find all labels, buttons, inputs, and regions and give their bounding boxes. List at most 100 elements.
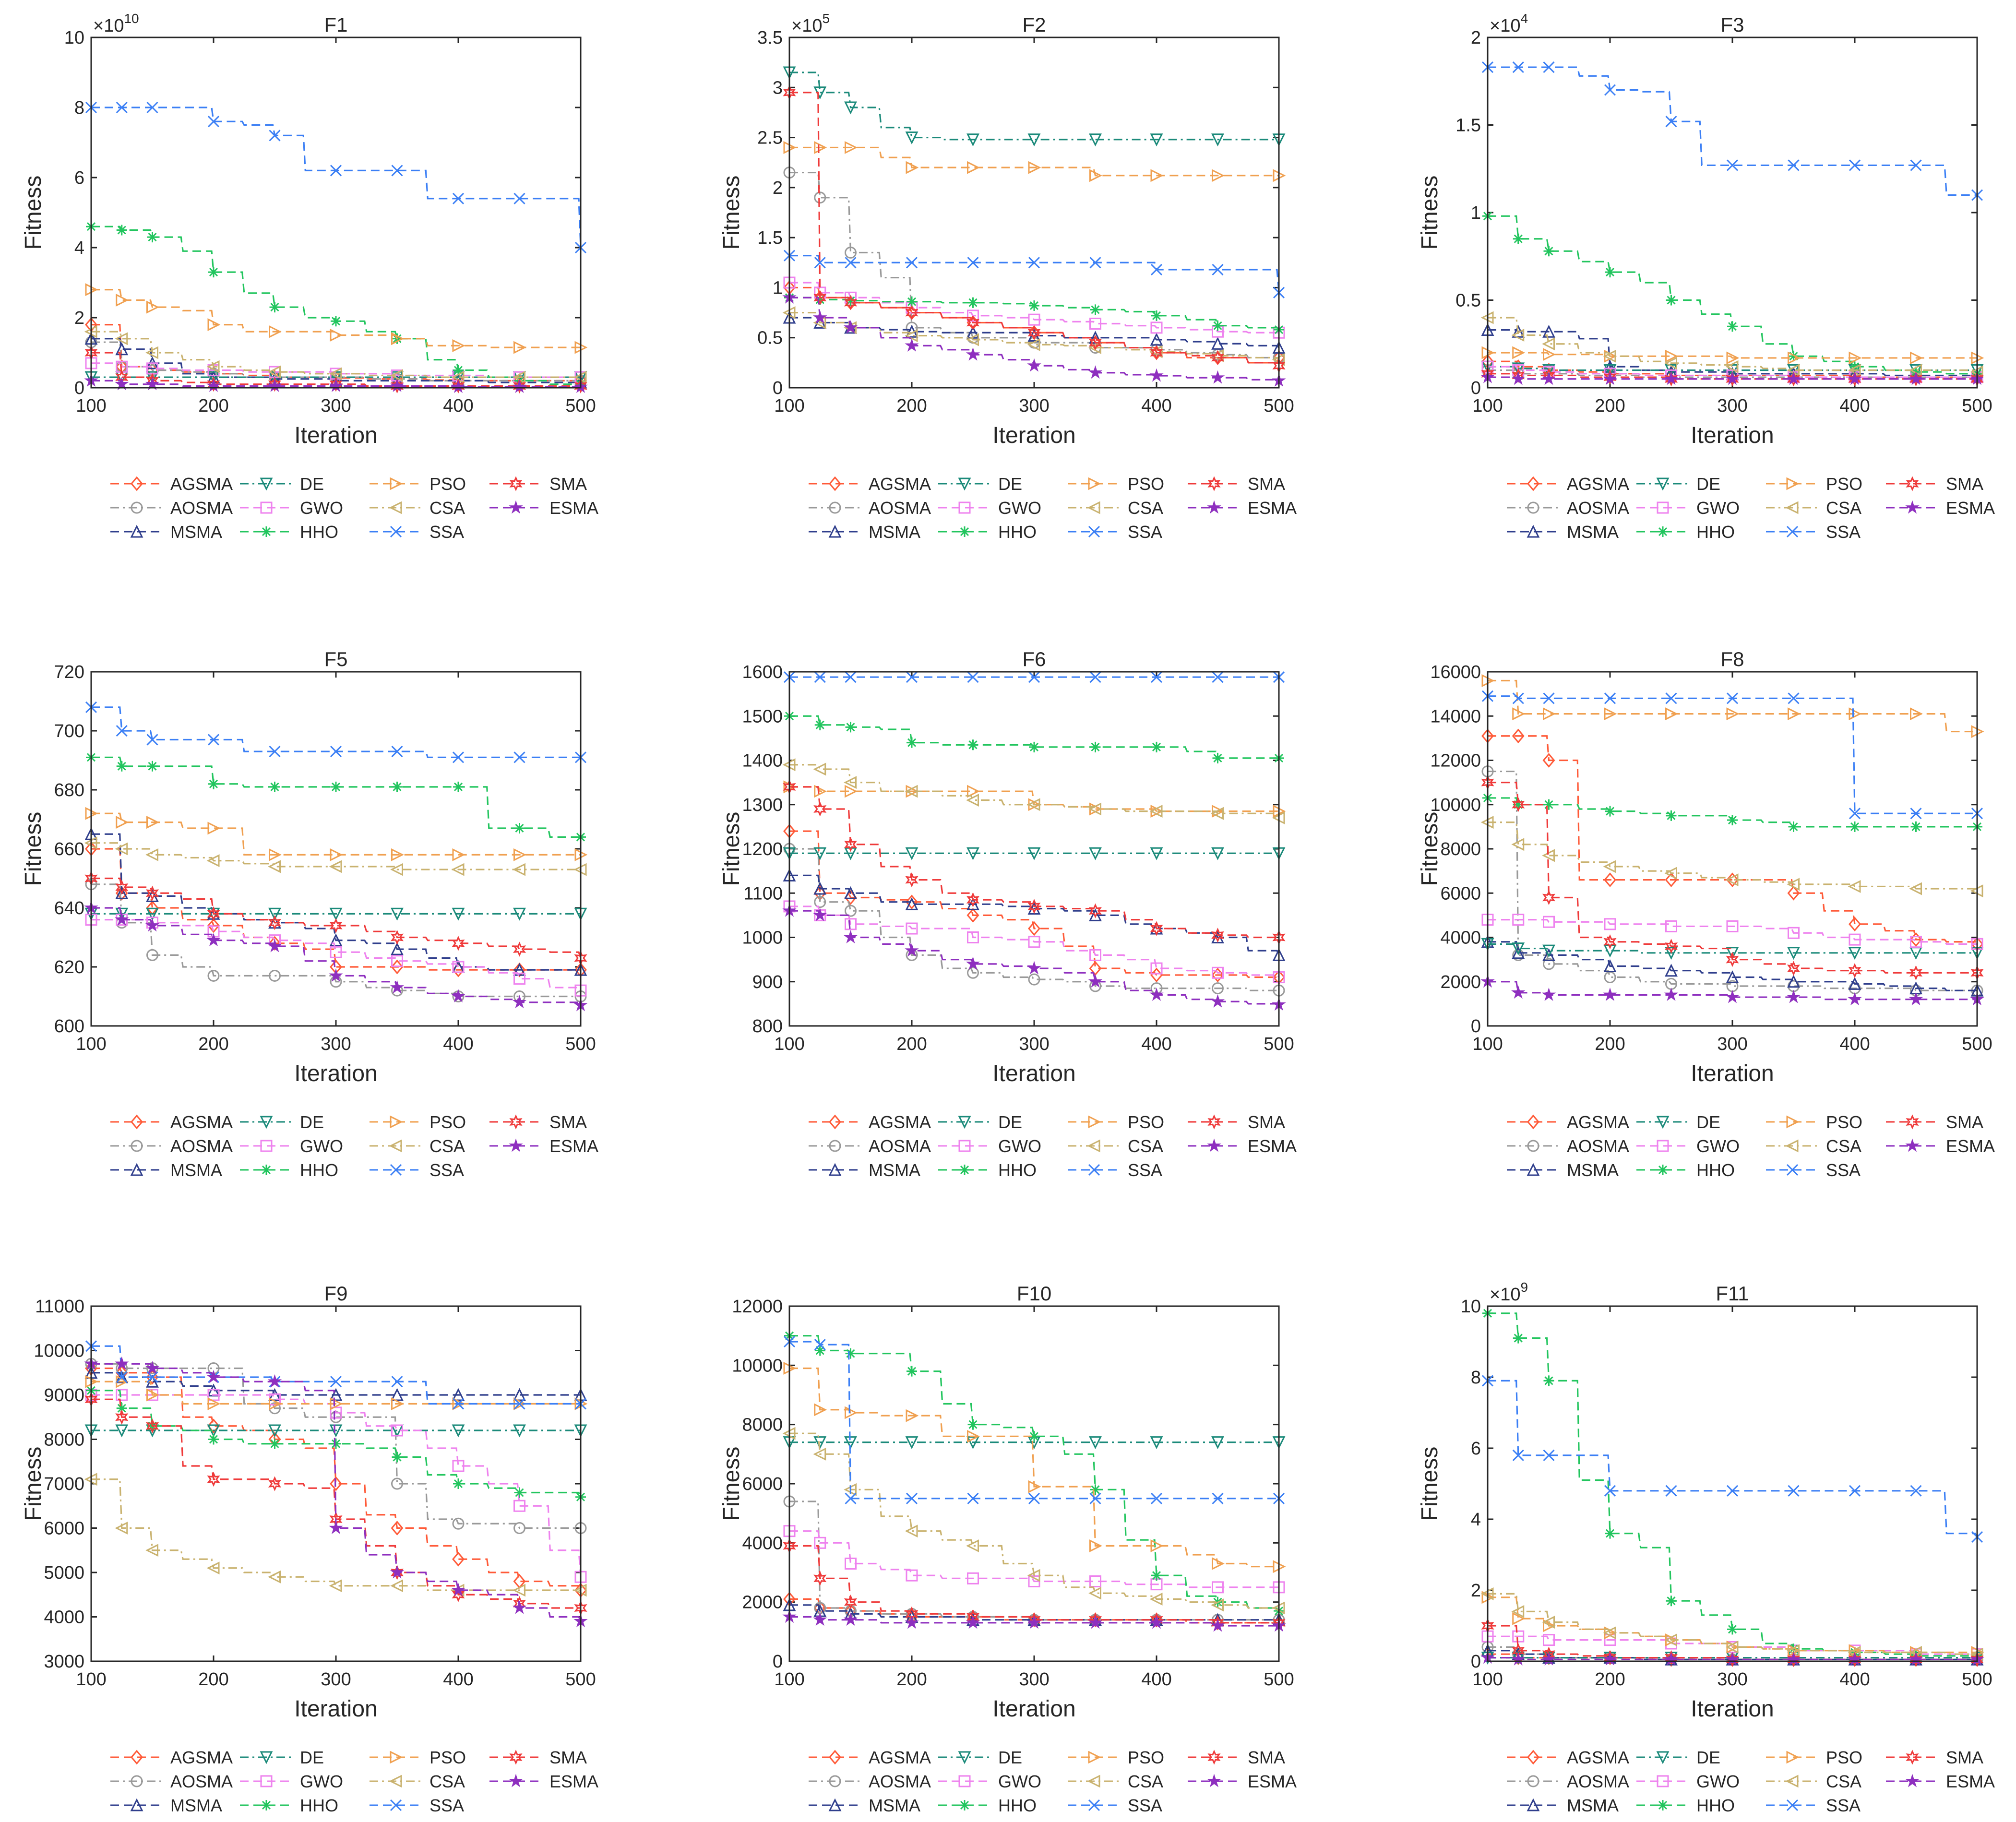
data-point-agsma: [452, 1551, 465, 1567]
data-point-ssa: [1212, 263, 1224, 275]
data-point-gwo: [845, 918, 857, 930]
legend-label: CSA: [1128, 1772, 1163, 1791]
data-point-hho: [1727, 815, 1738, 826]
x-tick-label: 400: [1839, 1669, 1870, 1690]
data-point-csa: [1909, 882, 1922, 895]
axis-frame: [788, 671, 1280, 1027]
x-tick-label: 200: [896, 1034, 927, 1054]
legend-item-pso: PSO: [1766, 474, 1862, 494]
legend-label: HHO: [1696, 1160, 1735, 1180]
legend-marker: [958, 477, 971, 491]
data-point-gwo: [1150, 322, 1163, 334]
series-line-msma: [789, 874, 1280, 956]
legend: AGSMA DE PSO SMA AOSMA GWO CSA ESMA MSMA HHO SSA: [1507, 1112, 1995, 1180]
data-point-agsma: [966, 908, 979, 923]
legend-label: GWO: [300, 1136, 343, 1156]
legend-item-esma: ESMA: [489, 498, 598, 518]
data-point-pso: [391, 1397, 404, 1410]
series-line-msma: [1488, 941, 1977, 991]
data-point-ssa: [1543, 61, 1555, 73]
data-point-sma: [329, 918, 343, 933]
y-tick-label: 4000: [1440, 928, 1481, 948]
data-point-esma: [1664, 371, 1679, 385]
legend-item-ssa: SSA: [1068, 522, 1162, 542]
legend-label: PSO: [1826, 1748, 1862, 1767]
data-point-de: [1150, 133, 1163, 147]
legend-item-aosma: AOSMA: [110, 498, 233, 518]
x-tick-label: 500: [565, 1034, 596, 1054]
series-msma: [84, 827, 587, 976]
legend-item-pso: PSO: [370, 1112, 466, 1132]
x-tick-label: 400: [443, 1034, 473, 1054]
series-line-gwo: [91, 1394, 582, 1577]
y-tick-label: 8000: [1440, 839, 1481, 859]
legend-marker: [1207, 1138, 1221, 1152]
legend-item-esma: ESMA: [1886, 1772, 1995, 1791]
data-point-csa: [813, 762, 826, 776]
legend-label: CSA: [1826, 1136, 1861, 1156]
data-point-msma: [452, 1388, 465, 1401]
series-line-aosma: [91, 883, 581, 998]
x-tick-label: 500: [565, 1669, 596, 1690]
data-point-de: [966, 847, 979, 860]
data-point-sma: [1726, 1652, 1739, 1667]
y-tick-label: 8000: [742, 1415, 783, 1435]
y-tick-label: 1: [1471, 203, 1481, 223]
data-point-ssa: [1543, 692, 1555, 704]
data-point-ssa: [814, 257, 826, 269]
legend-item-csa: CSA: [1766, 1136, 1861, 1156]
data-point-de: [1089, 133, 1102, 147]
x-axis-label: Iteration: [1691, 423, 1774, 448]
series-agsma: [1481, 728, 1983, 952]
series-line-pso: [91, 289, 581, 348]
data-point-msma: [391, 942, 404, 955]
data-point-csa: [1725, 873, 1739, 887]
legend-marker: [131, 1775, 143, 1787]
legend-label: CSA: [429, 498, 465, 518]
data-point-msma: [1787, 975, 1800, 988]
data-point-csa: [329, 367, 342, 381]
data-point-pso: [1543, 707, 1556, 721]
data-point-csa: [206, 1561, 220, 1575]
data-point-de: [268, 907, 281, 921]
data-point-csa: [1088, 341, 1101, 354]
series-line-hho: [1488, 1312, 1977, 1657]
data-point-hho: [1788, 821, 1799, 832]
legend-label: CSA: [429, 1772, 465, 1791]
data-point-aosma: [269, 969, 281, 982]
legend-label: ESMA: [1248, 1772, 1297, 1791]
data-point-ssa: [1212, 1492, 1224, 1504]
data-point-ssa: [1910, 159, 1922, 171]
data-point-csa: [1149, 1593, 1163, 1606]
legend-label: DE: [998, 1748, 1022, 1767]
legend-item-ssa: SSA: [370, 1160, 464, 1180]
legend-item-esma: ESMA: [489, 1772, 598, 1791]
series-line-pso: [1488, 1596, 1977, 1654]
data-point-esma: [966, 347, 980, 361]
data-point-hho: [967, 739, 978, 750]
data-point-ssa: [1604, 1485, 1616, 1497]
data-point-gwo: [845, 1558, 857, 1570]
legend-item-csa: CSA: [370, 1136, 465, 1156]
legend-item-aosma: AOSMA: [110, 1772, 233, 1791]
series-line-msma: [789, 1604, 1279, 1621]
data-point-msma: [905, 897, 919, 910]
series-agsma: [783, 280, 1285, 365]
data-point-sma: [452, 936, 465, 951]
x-tick-label: 300: [321, 1669, 351, 1690]
legend-label: GWO: [300, 1772, 343, 1791]
data-point-hho: [814, 294, 825, 305]
data-point-agsma: [513, 962, 526, 977]
data-point-hho: [269, 302, 280, 313]
data-point-hho: [1543, 799, 1554, 810]
legend-label: DE: [998, 474, 1022, 494]
series-line-msma: [789, 317, 1280, 348]
legend-item-csa: CSA: [1766, 498, 1861, 518]
data-point-de: [813, 1436, 827, 1450]
series-line-pso: [91, 812, 581, 856]
data-point-ssa: [207, 734, 220, 746]
legend-label: CSA: [1826, 1772, 1861, 1791]
legend-label: ESMA: [1946, 1136, 1995, 1156]
data-point-csa: [1149, 805, 1163, 818]
